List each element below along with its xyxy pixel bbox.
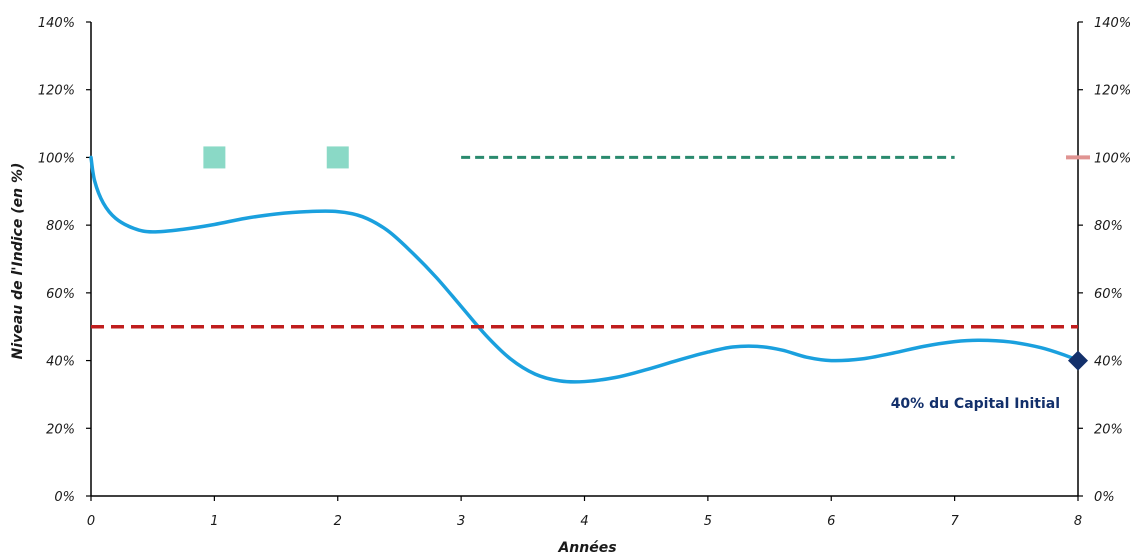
y-tick-label-right: 20% bbox=[1094, 422, 1123, 437]
x-tick-label: 7 bbox=[950, 514, 959, 529]
y-tick-label-right: 60% bbox=[1094, 287, 1123, 302]
final-value-diamond bbox=[1068, 350, 1088, 371]
y-axis-title: Niveau de l'Indice (en %) bbox=[10, 163, 26, 360]
x-axis-title: Années bbox=[557, 540, 616, 556]
y-tick-label-right: 100% bbox=[1094, 151, 1131, 166]
coupon-square-marker bbox=[326, 146, 349, 169]
y-tick-label-left: 120% bbox=[38, 84, 75, 99]
y-tick-label-left: 60% bbox=[46, 287, 75, 302]
x-tick-label: 2 bbox=[334, 514, 342, 529]
x-tick-label: 8 bbox=[1074, 514, 1082, 529]
y-tick-label-right: 0% bbox=[1094, 490, 1115, 505]
chart-labels: Années Niveau de l'Indice (en %) 0% 0% 20%… bbox=[10, 16, 1131, 556]
index-level-line bbox=[89, 155, 1080, 384]
y-tick-label-left: 40% bbox=[46, 355, 75, 370]
y-tick-label-left: 80% bbox=[46, 219, 75, 234]
coupon-square-marker bbox=[203, 146, 226, 169]
y-tick-label-left: 20% bbox=[46, 422, 75, 437]
y-tick-label-left: 0% bbox=[54, 490, 75, 505]
x-tick-label: 4 bbox=[580, 514, 588, 529]
x-tick-label: 1 bbox=[210, 514, 218, 529]
x-tick-label: 6 bbox=[827, 514, 835, 529]
y-tick-label-right: 120% bbox=[1094, 84, 1131, 99]
y-tick-label-right: 80% bbox=[1094, 219, 1123, 234]
x-tick-label: 5 bbox=[704, 514, 712, 529]
y-tick-label-left: 100% bbox=[38, 151, 75, 166]
y-tick-label-right: 40% bbox=[1094, 355, 1123, 370]
x-tick-label: 0 bbox=[87, 514, 95, 529]
y-tick-label-left: 140% bbox=[38, 16, 75, 31]
x-tick-label: 3 bbox=[457, 514, 465, 529]
y-tick-label-right: 140% bbox=[1094, 16, 1131, 31]
annotation-label: 40% du Capital Initial bbox=[891, 396, 1060, 412]
chart-marks bbox=[89, 146, 1090, 384]
axes bbox=[86, 21, 1083, 501]
